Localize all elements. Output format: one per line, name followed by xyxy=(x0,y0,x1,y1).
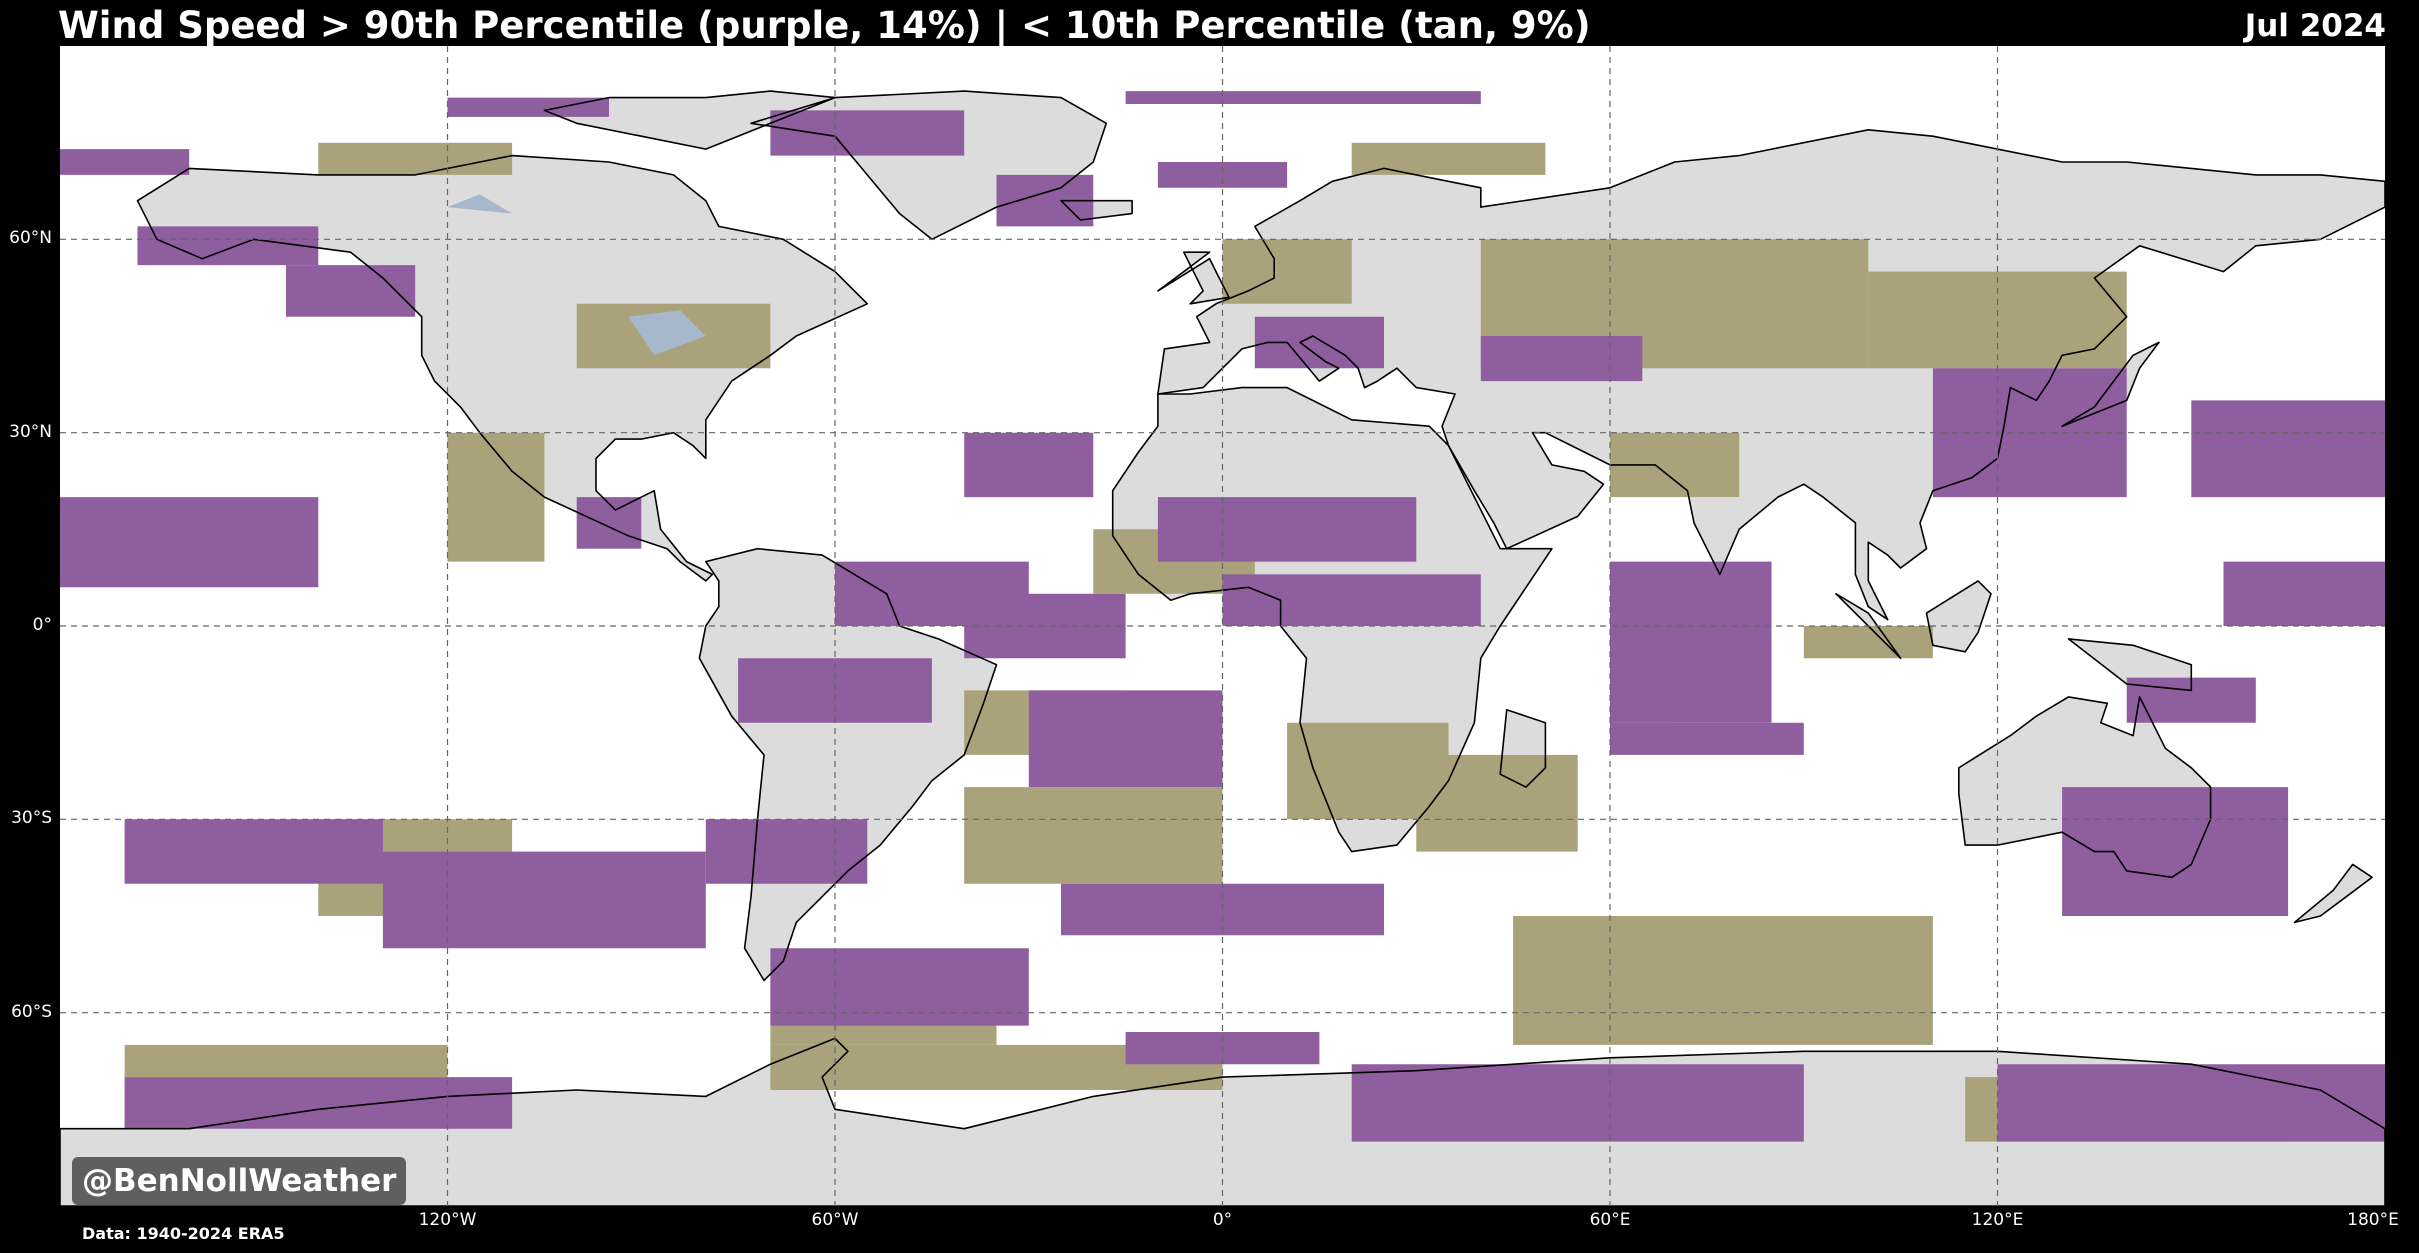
low-wind-region-3 xyxy=(964,787,1223,884)
high-wind-region-17 xyxy=(1157,497,1417,562)
coastline-6 xyxy=(1157,251,1230,305)
map-title: Wind Speed > 90th Percentile (purple, 14… xyxy=(58,4,1591,47)
high-wind-region-8 xyxy=(60,497,319,588)
high-wind-region-3 xyxy=(137,226,319,266)
high-wind-region-13 xyxy=(705,819,868,884)
low-wind-region-13 xyxy=(1868,271,2127,369)
coastline-layer xyxy=(60,90,2385,1206)
coastline-5 xyxy=(1157,129,2385,621)
coastline-3 xyxy=(698,547,998,982)
lon-tick-label: 120°E xyxy=(1971,1210,2024,1230)
coastline-7 xyxy=(1958,696,2212,879)
high-wind-region-31 xyxy=(1254,316,1384,369)
high-wind-region-23 xyxy=(2223,561,2385,626)
high-wind-region-2 xyxy=(60,149,190,175)
lon-tick-label: 60°E xyxy=(1589,1210,1631,1230)
high-wind-region-5 xyxy=(770,110,965,156)
coastline-9 xyxy=(1835,592,1902,660)
landmass-11 xyxy=(1926,580,1991,652)
landmass-0 xyxy=(137,155,868,581)
date-label: Jul 2024 xyxy=(2244,8,2386,44)
high-wind-region-18 xyxy=(1222,574,1481,626)
low-wind-region-20 xyxy=(1610,432,1740,498)
high-wind-region-26 xyxy=(1351,1064,1804,1142)
landmass-10 xyxy=(2068,638,2192,691)
high-wind-region-28 xyxy=(124,1077,513,1129)
low-wind-region-0 xyxy=(447,432,545,562)
high-wind-region-0 xyxy=(1125,91,1481,104)
lon-tick-label: 120°W xyxy=(418,1210,477,1230)
low-wind-region-5 xyxy=(1287,722,1449,820)
high-wind-region-1 xyxy=(447,97,609,117)
coastline-1 xyxy=(543,90,836,150)
high-wind-region-9 xyxy=(576,497,642,549)
lon-tick-label: 180°E xyxy=(2347,1210,2399,1230)
lat-tick-label: 60°N xyxy=(9,228,52,249)
low-wind-region-15 xyxy=(318,142,513,175)
landmass-5 xyxy=(1157,129,2385,620)
graticule xyxy=(60,46,2385,1206)
high-wind-region-12 xyxy=(1028,690,1223,788)
lon-tick-label: 60°W xyxy=(811,1210,859,1230)
credit-badge: @BenNollWeather xyxy=(72,1157,407,1205)
coastline-11 xyxy=(1925,580,1992,653)
lat-tick-label: 30°S xyxy=(11,808,52,829)
lat-tick-label: 60°S xyxy=(11,1001,52,1022)
coastline-12 xyxy=(1499,708,1547,788)
coastline-10 xyxy=(2067,638,2193,692)
coastline-2 xyxy=(750,90,1108,241)
landmass-1 xyxy=(544,91,835,150)
high-wind-region-30 xyxy=(964,432,1094,498)
data-source: Data: 1940-2024 ERA5 xyxy=(82,1224,285,1243)
landmass-6 xyxy=(1157,252,1229,304)
world-map xyxy=(60,46,2385,1206)
coastline-13 xyxy=(2061,341,2160,428)
lat-tick-label: 0° xyxy=(32,615,52,635)
low-wind-region-17 xyxy=(1803,626,1933,659)
landmass-13 xyxy=(2062,342,2159,427)
landmass-14 xyxy=(2294,864,2373,923)
coastline-4 xyxy=(1111,386,1553,853)
low-wind-region-10 xyxy=(770,1044,1223,1090)
low-wind-region-7 xyxy=(1513,916,1933,1045)
high-wind-region-29 xyxy=(124,819,383,884)
high-wind-region-19 xyxy=(1610,561,1772,723)
coastline-14 xyxy=(2293,863,2373,924)
high-wind-region-20 xyxy=(1610,722,1804,755)
low-wind-region-14 xyxy=(1351,142,1546,175)
coastline-15 xyxy=(1060,199,1133,221)
high-wind-region-15 xyxy=(770,948,1029,1026)
high-wind-region-34 xyxy=(738,658,932,723)
coastline-0 xyxy=(136,154,869,582)
low-wind-region-9 xyxy=(124,1044,448,1078)
lat-tick-label: 30°N xyxy=(9,421,52,442)
high-wind-region-14 xyxy=(382,851,706,949)
low-wind-region-6 xyxy=(1416,754,1578,852)
lake-layer xyxy=(447,194,706,356)
coastline-8 xyxy=(60,1037,2385,1206)
lake-0 xyxy=(628,310,706,356)
high-wind-region-7 xyxy=(1157,162,1288,188)
lake-1 xyxy=(447,194,513,214)
lon-tick-label: 0° xyxy=(1212,1210,1233,1230)
high-wind-region-32 xyxy=(1480,336,1643,382)
high-wind-region-6 xyxy=(996,174,1094,227)
high-wind-region-27 xyxy=(1997,1064,2385,1142)
low-wind-region-12 xyxy=(1480,239,1869,369)
high-wind-region-22 xyxy=(2191,400,2385,498)
high-wind-region-33 xyxy=(2126,677,2256,723)
